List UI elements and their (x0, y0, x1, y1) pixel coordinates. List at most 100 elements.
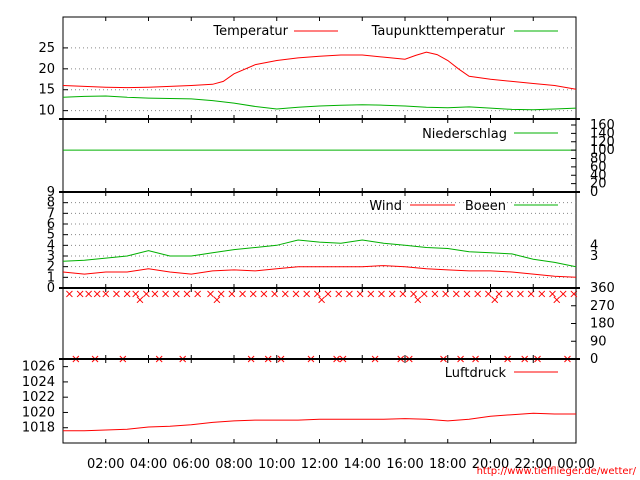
y-tick-label: 7 (47, 206, 55, 221)
wind-direction-point (136, 296, 144, 304)
y-tick-label-right: 80 (590, 152, 607, 167)
wind-direction-point (207, 290, 214, 298)
wind-direction-point (162, 290, 169, 298)
legend-label-niederschlag: Niederschlag (422, 127, 507, 142)
wind-direction-point (414, 296, 422, 304)
x-tick-label: 18:00 (429, 457, 466, 472)
wind-direction-point (463, 290, 471, 298)
legend-pressure: Luftdruck (445, 366, 558, 381)
legend-label-luftdruck: Luftdruck (445, 366, 507, 381)
y-tick-label: 6 (47, 217, 55, 232)
y-tick-label-right: 140 (590, 126, 615, 141)
wind-direction-point (249, 290, 257, 298)
wind-direction-point (346, 290, 353, 298)
legend-precipitation: Niederschlag (422, 127, 558, 142)
wind-direction-point (76, 290, 84, 298)
y-tick-label: 8 (47, 196, 55, 211)
wind-direction-point (324, 290, 332, 298)
legend-temperature: Temperatur Taupunkttemperatur (212, 24, 558, 39)
wind-direction-point (194, 290, 202, 298)
y-tick-label: 1024 (22, 375, 55, 390)
wind-direction-point (318, 296, 325, 304)
y-tick-label: 9 (47, 185, 55, 200)
wind-direction-point (549, 290, 556, 298)
axes-layer: 1015202502040608010012014016001234567893… (22, 17, 615, 472)
y-tick-label: 20 (38, 62, 55, 77)
y-tick-label-right: 0 (590, 352, 598, 367)
wind-direction-point (123, 290, 131, 298)
y-tick-label: 0 (47, 281, 55, 296)
series-line-temperature (62, 51, 577, 90)
legend-label-boeen: Boeen (465, 199, 506, 214)
wind-direction-point (66, 290, 73, 298)
wind-direction-point (506, 290, 514, 298)
y-tick-label: 25 (38, 41, 55, 56)
y-tick-label-right: 180 (590, 317, 615, 332)
y-tick-label: 1020 (22, 405, 55, 420)
legend-wind: Wind Boeen (369, 199, 558, 214)
wind-direction-point (292, 290, 300, 298)
y-tick-label-right: 3 (590, 249, 598, 264)
y-tick-label-right: 100 (590, 143, 615, 158)
y-tick-label-right: 360 (590, 281, 615, 296)
wind-direction-point (213, 296, 221, 304)
y-tick-label: 10 (38, 104, 55, 119)
wind-direction-point (538, 290, 546, 298)
y-tick-label: 4 (47, 238, 55, 253)
wind-direction-point (410, 290, 417, 298)
y-tick-label: 1018 (22, 421, 55, 436)
credit-url: http://www.tiefflieger.de/wetter/ (477, 466, 637, 477)
y-tick-label-right: 120 (590, 135, 615, 150)
wind-direction-point (517, 290, 524, 298)
wind-direction-point (239, 290, 246, 298)
y-tick-label-right: 160 (590, 118, 615, 133)
legend-label-wind: Wind (369, 199, 402, 214)
x-tick-label: 20:00 (472, 457, 509, 472)
wind-direction-point (335, 290, 343, 298)
y-tick-label: 2 (47, 260, 55, 275)
legend-label-temperatur: Temperatur (212, 24, 288, 39)
y-tick-label: 5 (47, 228, 55, 243)
wind-direction-point (85, 290, 93, 298)
wind-direction-point (431, 290, 439, 298)
series-line-pressure (63, 412, 576, 432)
wind-direction-point (217, 290, 225, 298)
wind-direction-point (102, 290, 110, 298)
wind-direction-point (388, 290, 396, 298)
series-line-wind (62, 239, 577, 268)
x-tick-label: 02:00 (87, 457, 124, 472)
wind-direction-point (420, 290, 428, 298)
wind-direction-point (474, 290, 482, 298)
grid-layer (63, 47, 576, 289)
wind-direction-point (452, 290, 460, 298)
x-tick-label: 06:00 (173, 457, 210, 472)
wind-direction-point (303, 290, 311, 298)
y-tick-label-right: 90 (590, 334, 607, 349)
x-tick-label: 10:00 (258, 457, 295, 472)
wind-direction-point (93, 290, 101, 298)
x-tick-label: 04:00 (130, 457, 167, 472)
wind-direction-point (378, 290, 385, 298)
wind-direction-point (491, 296, 499, 304)
wind-direction-point (172, 290, 180, 298)
y-tick-label-right: 40 (590, 168, 607, 183)
y-tick-label: 1022 (22, 390, 55, 405)
wind-direction-point (183, 290, 191, 298)
wind-direction-point (495, 290, 503, 298)
panel-frame-wind-direction (62, 287, 577, 360)
wind-direction-point (132, 290, 140, 298)
wind-direction-point (260, 290, 268, 298)
wind-direction-point (559, 290, 567, 298)
series-line-wind (62, 265, 577, 278)
y-tick-label: 1 (47, 270, 55, 285)
y-tick-label: 1026 (22, 360, 55, 375)
y-tick-label-right: 20 (590, 177, 607, 192)
series-line-temperature (62, 95, 577, 111)
x-tick-label: 12:00 (301, 457, 338, 472)
y-tick-label: 3 (47, 249, 55, 264)
x-tick-label: 08:00 (215, 457, 252, 472)
x-tick-label: 22:00 (515, 457, 552, 472)
wind-direction-point (113, 290, 120, 298)
wind-direction-point (281, 290, 289, 298)
